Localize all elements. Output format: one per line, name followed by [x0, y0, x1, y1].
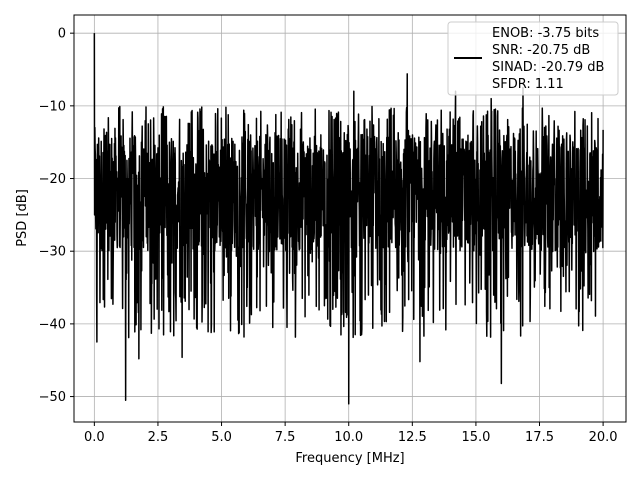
y-tick-label: 0 — [58, 27, 66, 42]
y-tick-label: −30 — [39, 245, 66, 260]
x-tick-label: 15.0 — [461, 430, 490, 445]
axes-frame — [73, 14, 627, 423]
x-axis-label: Frequency [MHz] — [295, 451, 404, 466]
psd-series-line — [93, 33, 604, 405]
x-tick-label: 20.0 — [589, 430, 618, 445]
legend-box — [447, 21, 619, 96]
y-tick-label: −10 — [39, 99, 66, 114]
y-tick-label: −20 — [39, 172, 66, 187]
legend-enob: ENOB: -3.75 bits — [492, 26, 599, 41]
x-tick-label: 0.0 — [84, 430, 105, 445]
plot-area — [93, 33, 604, 405]
x-tick-label: 7.5 — [275, 430, 296, 445]
x-tick-label: 2.5 — [148, 430, 169, 445]
legend-snr: SNR: -20.75 dB — [492, 43, 590, 58]
x-tick-label: 10.0 — [334, 430, 363, 445]
y-tick-label: −50 — [39, 390, 66, 405]
x-tick-label: 17.5 — [525, 430, 554, 445]
x-tick-label: 5.0 — [211, 430, 232, 445]
x-tick-label: 12.5 — [398, 430, 427, 445]
y-tick-label: −40 — [39, 317, 66, 332]
y-axis-label: PSD [dB] — [15, 189, 30, 247]
legend-sinad: SINAD: -20.79 dB — [492, 60, 604, 75]
ticks: 0.0 2.5 5.0 7.5 10.0 12.5 15.0 17.5 20.0 0 −10 −20 −… — [39, 27, 618, 445]
legend-sfdr: SFDR: 1.11 — [492, 77, 564, 92]
legend: ENOB: -3.75 bits SNR: -20.75 dB SINAD: -… — [447, 21, 619, 96]
